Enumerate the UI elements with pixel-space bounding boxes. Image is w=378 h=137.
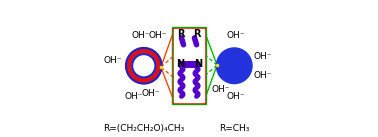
Text: OH⁻: OH⁻ (148, 31, 167, 40)
Text: OH⁻: OH⁻ (226, 31, 245, 40)
Text: OH⁻: OH⁻ (226, 92, 245, 101)
Text: R=CH₃: R=CH₃ (219, 124, 249, 133)
Text: N: N (194, 59, 202, 69)
Text: OH⁻: OH⁻ (211, 85, 230, 94)
Bar (216, 64, 218, 66)
Bar (172, 27, 206, 104)
Text: OH⁻: OH⁻ (103, 56, 122, 65)
Circle shape (126, 48, 162, 84)
Text: OH⁻: OH⁻ (253, 52, 272, 61)
Circle shape (216, 48, 252, 84)
Text: OH⁻: OH⁻ (125, 92, 143, 101)
Text: R: R (194, 29, 201, 39)
Text: N: N (176, 59, 184, 69)
Bar (174, 29, 204, 102)
Text: OH⁻: OH⁻ (141, 89, 160, 98)
Text: OH⁻: OH⁻ (132, 31, 150, 40)
Text: OH⁻: OH⁻ (253, 71, 272, 80)
Bar (160, 66, 162, 68)
Text: R=(CH₂CH₂O)₄CH₃: R=(CH₂CH₂O)₄CH₃ (103, 124, 184, 133)
Bar (173, 28, 205, 103)
Circle shape (132, 54, 155, 77)
Text: R: R (177, 29, 184, 39)
